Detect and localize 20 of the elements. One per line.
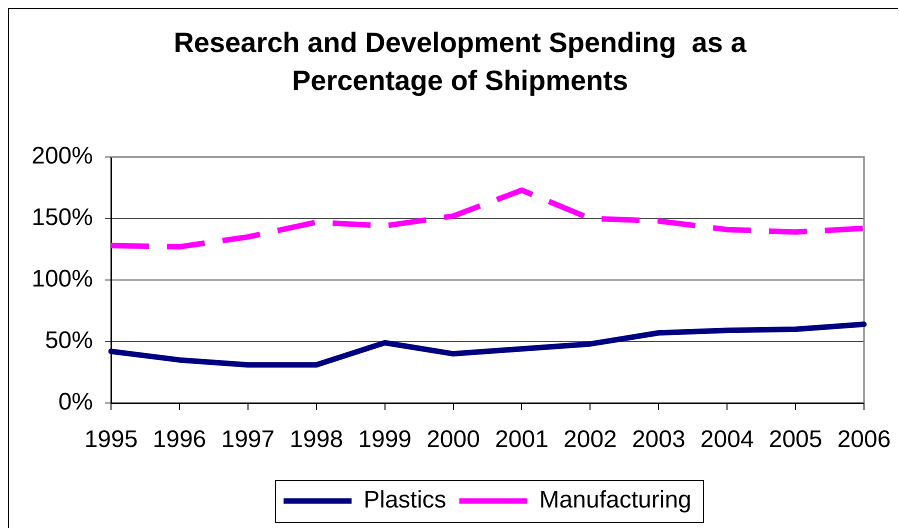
x-tick-label: 2000 [426,426,480,454]
x-tick-label: 2006 [837,426,891,454]
x-tick-label: 2004 [700,426,754,454]
x-tick-label: 1999 [358,426,412,454]
y-tick-label: 50% [44,327,93,354]
x-tick-label: 2003 [632,426,686,454]
y-tick-label: 100% [32,266,93,293]
x-tick-label: 1998 [290,426,344,454]
x-tick-label: 2005 [768,426,822,454]
x-tick-label: 1996 [152,426,206,454]
x-tick-label: 1997 [221,426,275,454]
x-tick-label: 2001 [495,426,548,454]
x-tick-label: 1995 [84,426,138,454]
y-tick-label: 0% [58,388,93,416]
y-tick-label: 200% [32,142,93,170]
y-tick-label: 150% [32,204,93,232]
legend-label: Manufacturing [539,486,692,514]
chart-title: Research and Development Spending as a Percentage of Shipments [172,26,748,98]
legend-label: Plastics [364,486,446,514]
x-tick-label: 2002 [563,426,617,454]
